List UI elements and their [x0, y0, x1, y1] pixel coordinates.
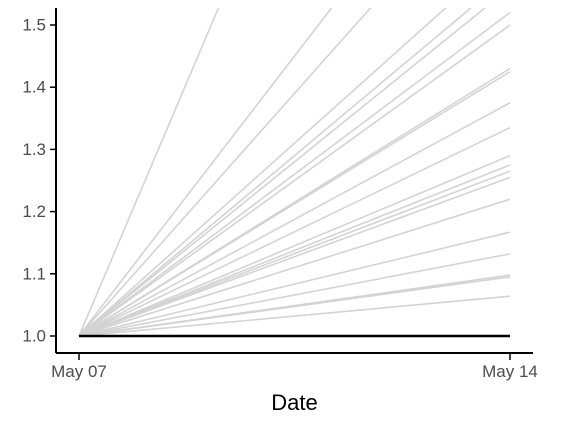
y-tick-label: 1.1 — [22, 264, 46, 283]
series-line-13 — [78, 154, 511, 337]
series-line-11 — [78, 102, 511, 337]
series-line-6 — [78, 8, 487, 337]
y-tick-label: 1.4 — [22, 78, 46, 97]
series-line-21 — [78, 276, 511, 337]
series-line-19 — [78, 253, 511, 337]
axes-layer — [50, 8, 533, 360]
y-tick-label: 1.3 — [22, 140, 46, 159]
x-axis-title: Date — [271, 390, 317, 415]
series-line-4 — [78, 8, 447, 337]
series-line-7 — [78, 11, 511, 337]
y-tick-label: 1.0 — [22, 326, 46, 345]
series-line-8 — [78, 24, 511, 337]
series-line-18 — [78, 231, 511, 337]
labels-layer: 1.0 1.1 1.2 1.3 1.4 1.5 May 07 May 14 Date — [22, 15, 538, 415]
series-line-1 — [78, 8, 220, 337]
series-line-16 — [78, 176, 511, 337]
series-line-15 — [78, 170, 511, 337]
y-tick-label: 1.2 — [22, 202, 46, 221]
y-tick-label: 1.5 — [22, 15, 46, 34]
series-line-17 — [78, 198, 511, 337]
series-line-2 — [78, 8, 333, 337]
series-line-3 — [78, 8, 372, 337]
series-line-10 — [78, 70, 511, 337]
series-line-14 — [78, 164, 511, 337]
x-tick-label: May 07 — [51, 362, 107, 381]
series-line-5 — [78, 8, 473, 337]
series-layer — [78, 8, 511, 337]
series-line-22 — [78, 295, 511, 337]
series-line-12 — [78, 126, 511, 337]
x-tick-label: May 14 — [482, 362, 538, 381]
